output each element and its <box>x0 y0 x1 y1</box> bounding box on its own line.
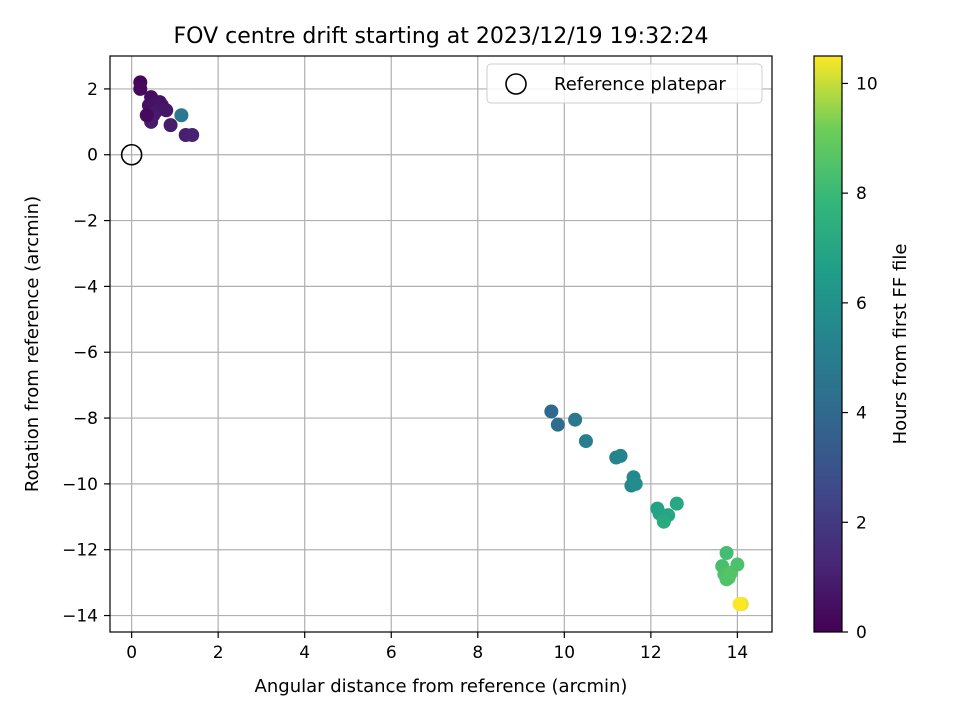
data-point <box>613 448 628 463</box>
x-tick-label: 12 <box>640 643 662 663</box>
colorbar-tick-label: 2 <box>856 513 867 533</box>
y-tick-label: −6 <box>73 343 98 363</box>
colorbar-tick-label: 4 <box>856 404 867 424</box>
colorbar-tick-label: 6 <box>856 294 867 314</box>
colorbar-frame <box>813 55 843 633</box>
data-point <box>133 81 148 96</box>
x-axis-label: Angular distance from reference (arcmin) <box>255 676 628 697</box>
data-point <box>732 597 747 612</box>
data-point <box>174 108 189 123</box>
y-tick-label: 0 <box>87 146 98 166</box>
legend-box <box>486 63 763 104</box>
y-tick-label: −8 <box>73 409 98 429</box>
y-tick-label: −14 <box>62 607 98 627</box>
x-axis-ticks: 0 2 4 6 8 10 12 14 <box>126 632 748 663</box>
legend-label: Reference platepar <box>554 74 726 95</box>
x-tick-label: 8 <box>472 643 483 663</box>
data-point <box>578 434 593 449</box>
plot-frame <box>109 55 773 633</box>
y-tick-label: −10 <box>62 475 98 495</box>
legend: Reference platepar <box>486 63 763 104</box>
x-tick-label: 6 <box>386 643 397 663</box>
data-point <box>730 557 745 572</box>
data-point <box>159 103 174 118</box>
reference-point-marker <box>120 143 143 166</box>
y-tick-label: −2 <box>73 212 98 232</box>
grid <box>110 56 772 632</box>
x-tick-label: 10 <box>553 643 575 663</box>
x-tick-label: 14 <box>727 643 749 663</box>
colorbar-tick-label: 10 <box>856 74 878 94</box>
x-tick-label: 4 <box>299 643 310 663</box>
y-axis-label: Rotation from reference (arcmin) <box>22 196 43 492</box>
data-point <box>628 476 643 491</box>
data-points <box>133 75 749 612</box>
data-point <box>656 514 671 529</box>
data-point <box>544 404 559 419</box>
chart-title: FOV centre drift starting at 2023/12/19 … <box>174 24 709 49</box>
data-point <box>550 417 565 432</box>
data-point <box>568 412 583 427</box>
x-tick-label: 0 <box>126 643 137 663</box>
data-point <box>185 127 200 142</box>
data-point <box>669 496 684 511</box>
data-point <box>719 546 734 561</box>
colorbar-label: Hours from first FF file <box>890 244 911 445</box>
x-tick-label: 2 <box>213 643 224 663</box>
data-point <box>163 118 178 133</box>
colorbar: 0 2 4 6 8 10 Hours from first FF file <box>813 55 911 643</box>
y-tick-label: 2 <box>87 80 98 100</box>
colorbar-tick-label: 8 <box>856 184 867 204</box>
legend-marker <box>505 73 527 95</box>
colorbar-gradient <box>814 56 842 632</box>
data-point <box>139 108 154 123</box>
y-axis-ticks: −14 −12 −10 −8 −6 −4 −2 0 2 <box>62 80 110 627</box>
colorbar-ticks: 0 2 4 6 8 10 <box>842 74 878 643</box>
y-tick-label: −4 <box>73 277 98 297</box>
y-tick-label: −12 <box>62 541 98 561</box>
colorbar-tick-label: 0 <box>856 623 867 643</box>
